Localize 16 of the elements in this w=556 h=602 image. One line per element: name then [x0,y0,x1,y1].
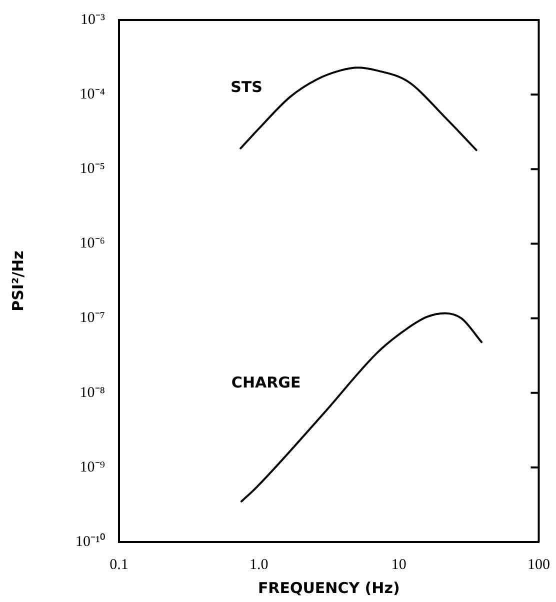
text: CHARGE [231,373,301,392]
x-tick-label: 0.1 [110,556,128,573]
x-tick-label: 100 [528,556,550,573]
x-tick-label: 1.0 [250,556,268,573]
series-label: STS [230,78,262,96]
y-tick-label: 10⁻⁹ [80,459,105,476]
x-tick-label: 10 [391,556,406,573]
y-tick-label: 10⁻¹⁰ [76,532,105,550]
y-tick-label: 10⁻⁸ [80,384,105,401]
y-tick-label: 10⁻⁵ [80,161,105,178]
y-tick-label: 10⁻⁷ [80,310,105,326]
y-tick-label: 10⁻⁶ [80,236,105,252]
y-tick-label: 10⁻³ [80,12,106,28]
y-axis-title: PSI²/Hz [8,250,27,312]
y-tick-label: 10⁻⁴ [80,86,105,103]
x-axis-title: FREQUENCY (Hz) [258,578,400,597]
